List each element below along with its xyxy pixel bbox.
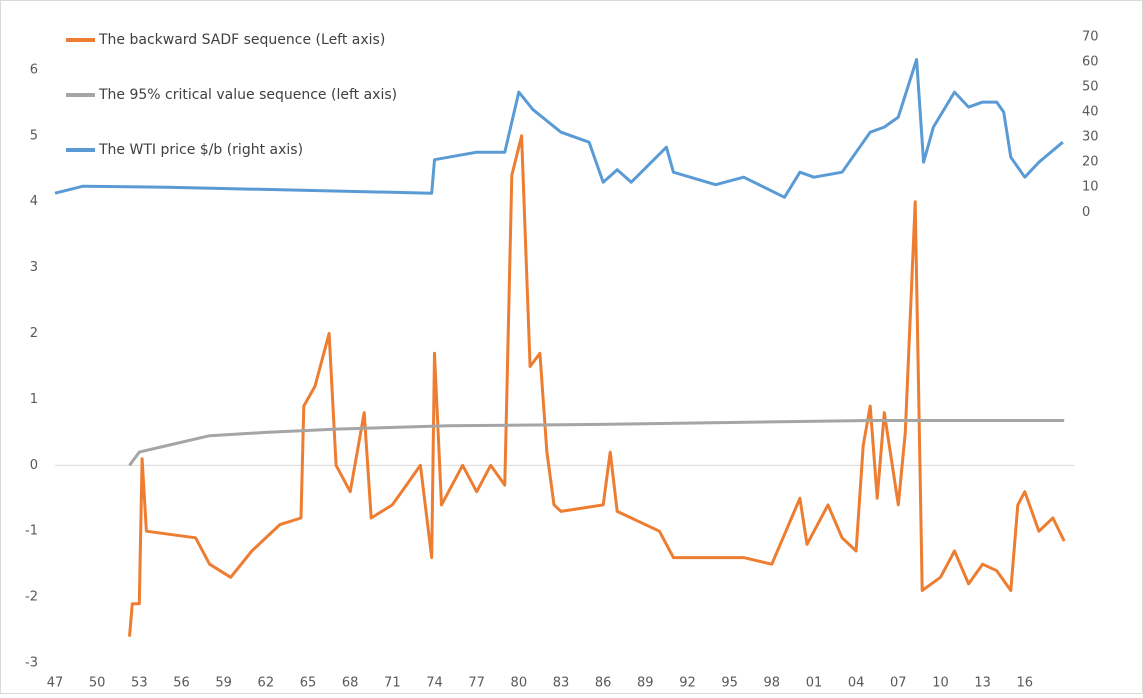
- series-line: [128, 419, 1065, 467]
- x-tick-label: 68: [342, 676, 359, 691]
- y-tick-label: -2: [25, 590, 38, 605]
- y2-tick-label: 10: [1082, 180, 1099, 195]
- x-tick-label: 16: [1017, 676, 1034, 691]
- legend-label: The backward SADF sequence (Left axis): [98, 32, 385, 48]
- x-tick-label: 13: [974, 676, 991, 691]
- x-tick-label: 01: [806, 676, 823, 691]
- x-tick-label: 50: [89, 676, 106, 691]
- y2-tick-label: 20: [1082, 155, 1099, 170]
- y-tick-label: 6: [30, 62, 38, 77]
- y-tick-label: -1: [25, 524, 38, 539]
- x-tick-label: 07: [890, 676, 907, 691]
- y2-tick-label: 40: [1082, 105, 1099, 120]
- x-tick-label: 62: [258, 676, 275, 691]
- x-tick-label: 92: [679, 676, 696, 691]
- x-tick-label: 47: [47, 676, 64, 691]
- x-tick-label: 86: [595, 676, 612, 691]
- x-tick-label: 77: [468, 676, 485, 691]
- legend-label: The WTI price $/b (right axis): [98, 142, 303, 158]
- x-tick-label: 10: [932, 676, 949, 691]
- x-tick-label: 98: [764, 676, 781, 691]
- y2-tick-label: 0: [1082, 205, 1090, 220]
- series-line: [128, 134, 1066, 637]
- x-tick-label: 80: [511, 676, 528, 691]
- x-tick-label: 89: [637, 676, 654, 691]
- y-tick-label: 0: [30, 458, 38, 473]
- x-tick-label: 04: [848, 676, 865, 691]
- x-tick-label: 74: [426, 676, 443, 691]
- y-tick-label: 4: [30, 194, 38, 209]
- series-line: [54, 58, 1064, 199]
- x-tick-label: 83: [553, 676, 570, 691]
- x-tick-label: 59: [215, 676, 232, 691]
- x-tick-label: 95: [721, 676, 738, 691]
- x-tick-label: 56: [173, 676, 190, 691]
- y-tick-label: 5: [30, 128, 38, 143]
- x-tick-label: 53: [131, 676, 148, 691]
- y-tick-label: 1: [30, 392, 38, 407]
- y2-tick-label: 60: [1082, 55, 1099, 70]
- x-tick-label: 71: [384, 676, 401, 691]
- legend-label: The 95% critical value sequence (left ax…: [98, 87, 397, 103]
- y-tick-label: -3: [25, 656, 38, 671]
- y-tick-label: 2: [30, 326, 38, 341]
- x-tick-label: 65: [300, 676, 317, 691]
- y-tick-label: 3: [30, 260, 38, 275]
- y2-tick-label: 50: [1082, 80, 1099, 95]
- y2-tick-label: 30: [1082, 130, 1099, 145]
- y2-tick-label: 70: [1082, 30, 1099, 45]
